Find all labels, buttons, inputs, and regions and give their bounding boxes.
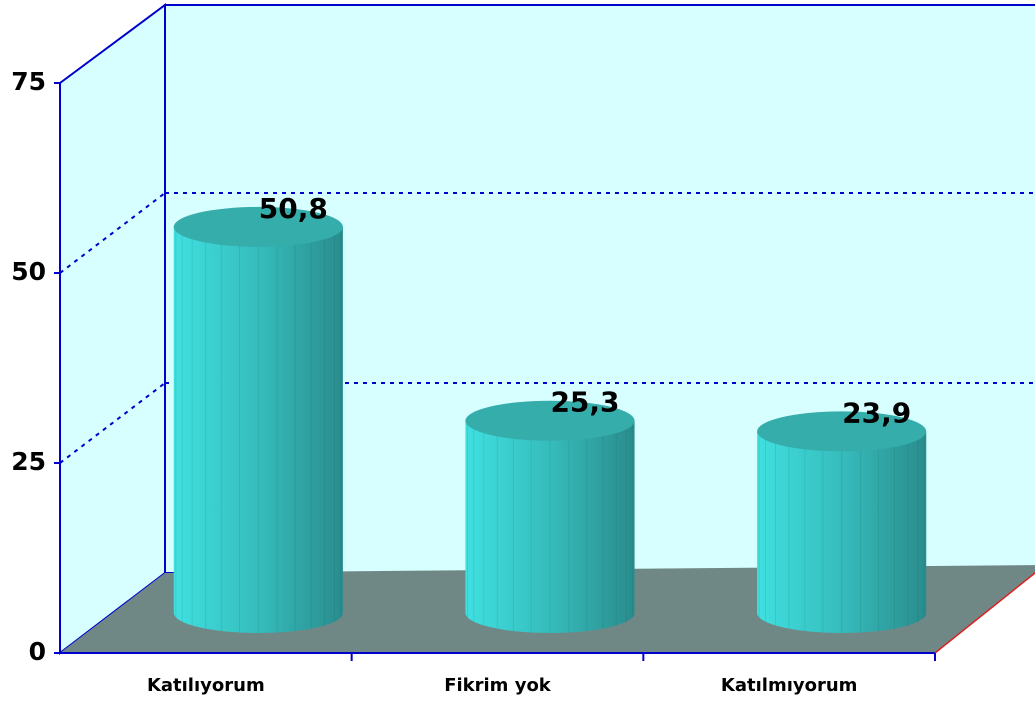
grid-line xyxy=(59,192,166,274)
cylinder xyxy=(465,420,635,633)
y-tick-label: 0 xyxy=(29,637,46,666)
cylinder-top xyxy=(173,206,343,247)
side-wall xyxy=(59,3,166,656)
value-label: 50,8 xyxy=(259,192,328,225)
grid-line xyxy=(59,382,166,464)
cylinder xyxy=(173,226,343,633)
y-tick-label: 25 xyxy=(11,447,46,476)
value-label: 25,3 xyxy=(550,386,619,419)
y-tick-label: 75 xyxy=(11,67,46,96)
floor-edge xyxy=(934,572,1035,654)
x-tick-label: Katılmıyorum xyxy=(721,675,858,696)
cylinder-top xyxy=(465,400,635,441)
y-tick-label: 50 xyxy=(11,257,46,286)
x-tick-label: Fikrim yok xyxy=(444,675,552,696)
cylinder-top xyxy=(757,411,927,452)
x-tick-label: Katılıyorum xyxy=(147,675,265,696)
cylinder xyxy=(757,431,927,633)
value-label: 23,9 xyxy=(842,396,911,429)
